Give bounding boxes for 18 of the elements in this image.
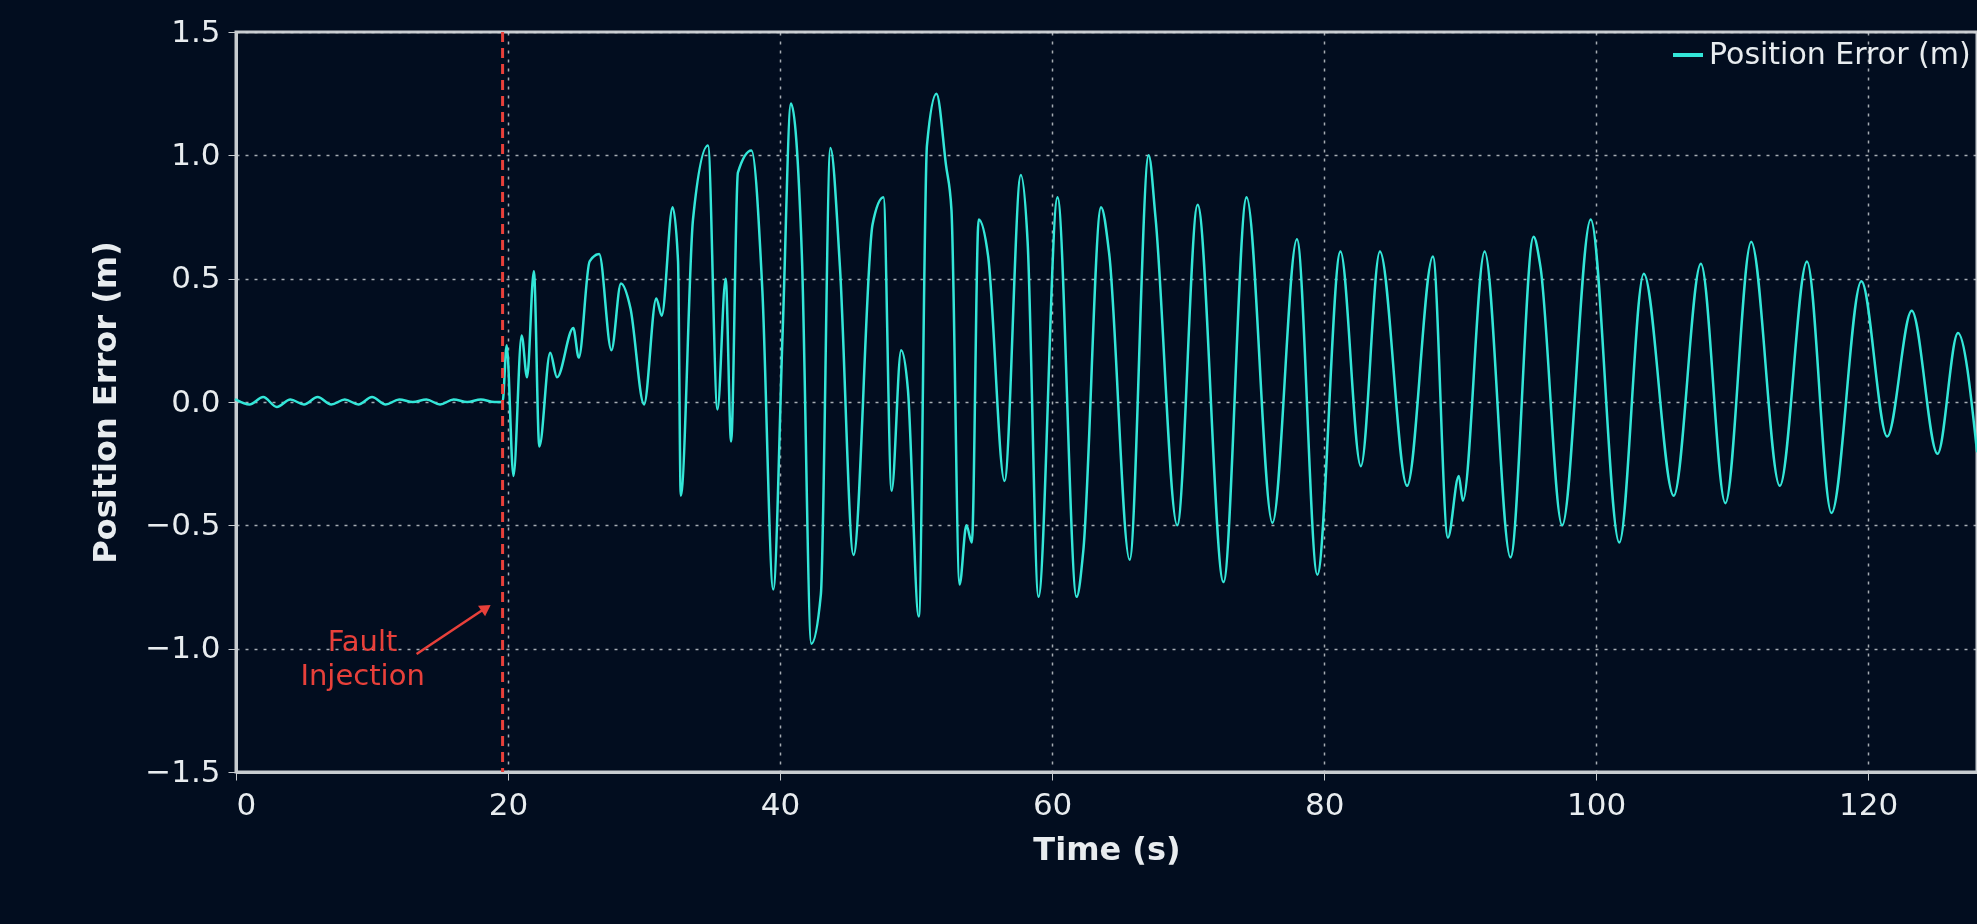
x-tick-label: 40: [760, 785, 801, 822]
y-tick-label: −1.0: [145, 629, 221, 666]
y-tick-label: 1.5: [171, 12, 221, 49]
x-axis-title: Time (s): [1033, 829, 1181, 868]
y-tick-label: 0.0: [171, 382, 221, 419]
x-tick-label: 60: [1032, 785, 1073, 822]
y-tick-label: −0.5: [145, 505, 221, 542]
x-tick-label: 80: [1304, 785, 1345, 822]
y-tick-label: 1.0: [171, 135, 221, 172]
y-tick-label: −1.5: [145, 752, 221, 789]
legend-label: Position Error (m): [1709, 36, 1971, 71]
y-tick-label: 0.5: [171, 259, 221, 296]
x-tick-label: 100: [1567, 785, 1627, 822]
x-tick-label: 120: [1839, 785, 1899, 822]
y-axis-title: Position Error (m): [86, 241, 125, 564]
ref-line-label: Fault Injection: [300, 624, 425, 692]
x-tick-label: 20: [488, 785, 529, 822]
x-tick-label: 0: [236, 785, 257, 822]
